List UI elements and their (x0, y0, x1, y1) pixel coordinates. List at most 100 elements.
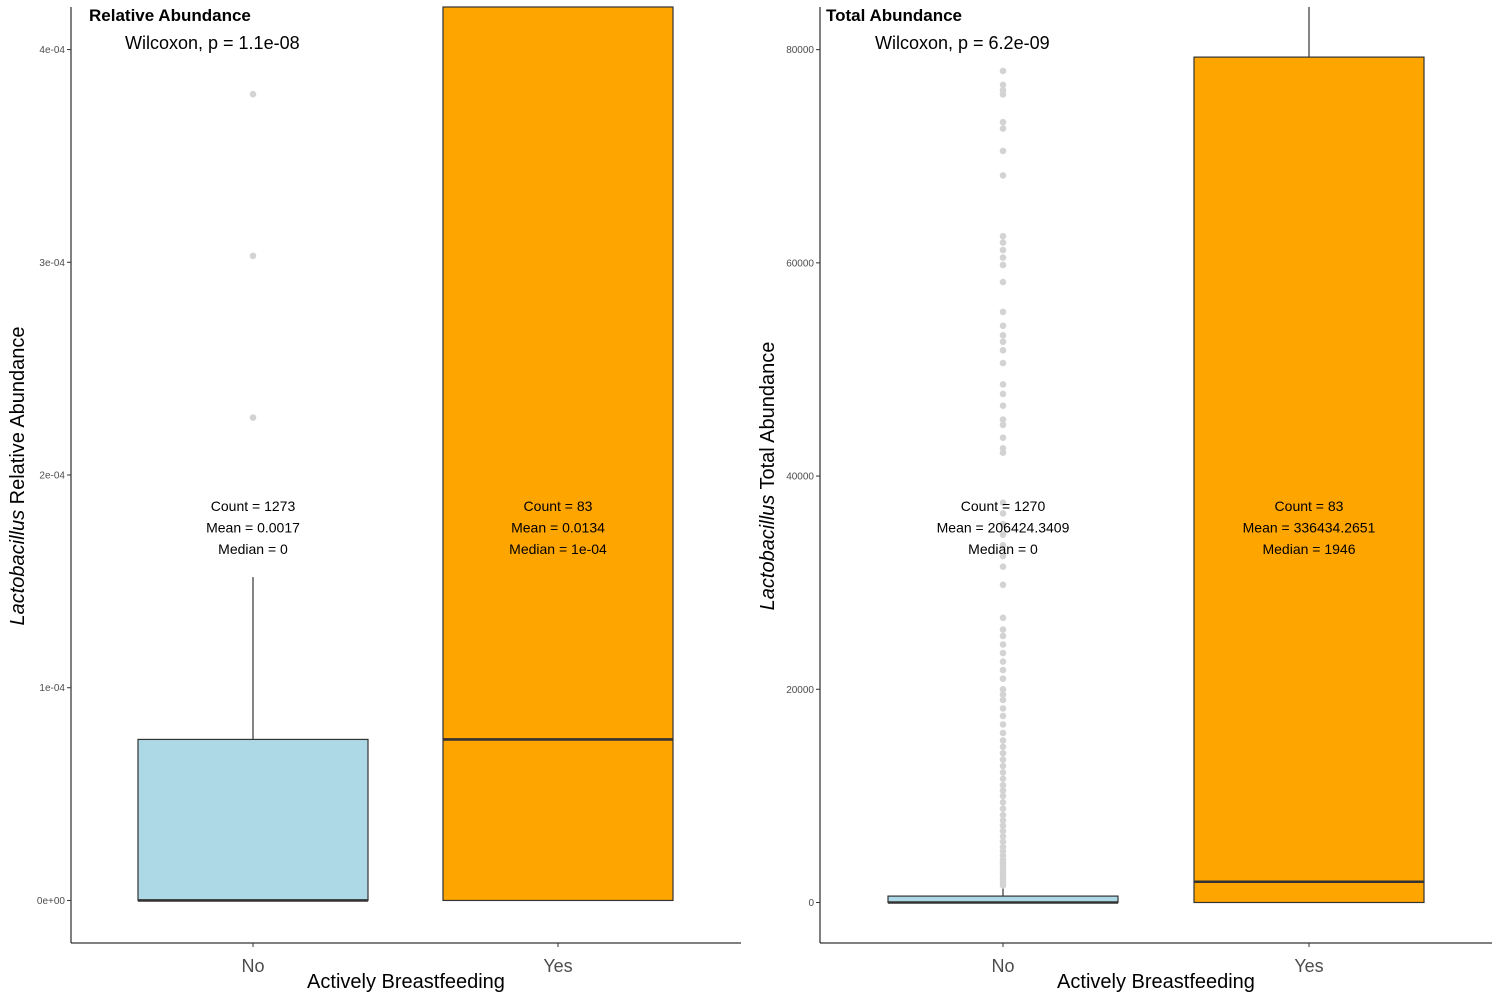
y-tick-label: 0e+00 (37, 896, 66, 907)
outlier-point (999, 827, 1007, 835)
x-axis-label: Actively Breastfeeding (1057, 971, 1255, 993)
stats-label: Mean = 336434.2651 (1243, 520, 1376, 536)
outlier-point (999, 632, 1007, 640)
outlier-point (249, 414, 257, 421)
outlier-point (249, 252, 257, 260)
outlier-point (999, 626, 1007, 633)
outlier-point (999, 798, 1007, 806)
stats-label: Median = 0 (968, 541, 1038, 557)
outlier-point (999, 641, 1007, 648)
outlier-point (999, 737, 1007, 744)
outlier-point (999, 254, 1007, 261)
outlier-point (999, 769, 1007, 776)
outlier-point (999, 685, 1007, 693)
outlier-point (999, 421, 1007, 429)
outlier-point (999, 239, 1007, 246)
outlier-point (249, 90, 257, 98)
stats-label: Median = 0 (218, 541, 288, 557)
outlier-point (999, 499, 1007, 507)
x-tick-label: Yes (1294, 956, 1323, 976)
outlier-point (999, 781, 1007, 789)
outlier-point (999, 756, 1007, 763)
stats-label: Median = 1946 (1262, 541, 1355, 557)
outlier-point (999, 749, 1007, 757)
y-tick-label: 3e-04 (39, 258, 65, 269)
outlier-point (999, 338, 1007, 346)
outlier-point (999, 696, 1007, 704)
outlier-point (999, 531, 1007, 538)
stats-label: Mean = 206424.3409 (937, 520, 1070, 536)
wilcoxon-label: Wilcoxon, p = 1.1e-08 (125, 33, 300, 53)
outlier-point (999, 762, 1007, 770)
outlier-point (999, 510, 1007, 517)
outlier-point (999, 390, 1007, 398)
stats-label: Count = 1270 (961, 498, 1046, 514)
outlier-point (999, 563, 1007, 570)
outlier-point (999, 792, 1007, 800)
outlier-point (999, 705, 1007, 712)
y-tick-label: 4e-04 (39, 45, 65, 56)
outlier-point (999, 542, 1007, 549)
outlier-point (999, 359, 1007, 367)
outlier-point (999, 822, 1007, 830)
panel-title: Relative Abundance (89, 6, 251, 25)
outlier-point (999, 833, 1007, 840)
outlier-point (999, 658, 1007, 665)
stats-label: Mean = 0.0134 (511, 520, 605, 536)
y-tick-label: 80000 (786, 45, 814, 56)
outlier-point (999, 666, 1007, 674)
y-tick-label: 20000 (786, 685, 814, 696)
stats-label: Count = 1273 (211, 498, 296, 514)
y-axis-label: Lactobacillus Total Abundance (757, 342, 779, 611)
box-no (137, 738, 369, 902)
outlier-point (999, 118, 1007, 126)
outlier-point (999, 743, 1007, 751)
x-tick-label: No (241, 956, 264, 976)
outlier-point (999, 246, 1007, 254)
outlier-point (999, 125, 1007, 132)
outlier-point (999, 381, 1007, 388)
outlier-point (999, 81, 1007, 89)
outlier-point (999, 86, 1007, 94)
outlier-point (999, 817, 1007, 824)
outlier-point (999, 322, 1007, 330)
outlier-point (999, 691, 1007, 698)
panel-total-abundance: 0 20000 40000 60000 80000 Count = 1270 Mean = … (757, 6, 1492, 993)
y-tick-label: 40000 (786, 472, 814, 483)
outlier-point (999, 775, 1007, 783)
stats-label: Median = 1e-04 (509, 541, 607, 557)
outlier-point (999, 811, 1007, 819)
outlier-point (999, 278, 1007, 286)
outlier-point (999, 721, 1007, 728)
x-tick-label: No (991, 956, 1014, 976)
outlier-point (999, 729, 1007, 737)
outlier-point (999, 172, 1007, 179)
outlier-point (999, 147, 1007, 155)
outlier-point (999, 308, 1007, 316)
y-axis-label: Lactobacillus Relative Abundance (7, 326, 29, 625)
outlier-point (999, 838, 1007, 846)
box-yes (1193, 56, 1425, 904)
outlier-point (999, 346, 1007, 354)
y-tick-label: 2e-04 (39, 471, 65, 482)
y-tick-label: 1e-04 (39, 683, 65, 694)
outlier-point (999, 332, 1007, 339)
outlier-point (999, 614, 1007, 622)
panel-title: Total Abundance (826, 6, 962, 25)
outlier-point (999, 434, 1007, 441)
y-axis-label-rest: Relative Abundance (7, 326, 29, 509)
box-yes (442, 6, 674, 902)
stats-label: Count = 83 (1275, 498, 1344, 514)
outlier-point (999, 649, 1007, 657)
x-tick-label: Yes (543, 956, 572, 976)
outlier-point (999, 445, 1007, 452)
wilcoxon-label: Wilcoxon, p = 6.2e-09 (875, 33, 1050, 53)
outlier-point (999, 416, 1007, 423)
outlier-point (999, 712, 1007, 720)
outlier-point (999, 675, 1007, 682)
outlier-point (999, 787, 1007, 794)
stats-label: Count = 83 (524, 498, 593, 514)
outlier-point (999, 843, 1007, 851)
outlier-point (999, 402, 1007, 410)
